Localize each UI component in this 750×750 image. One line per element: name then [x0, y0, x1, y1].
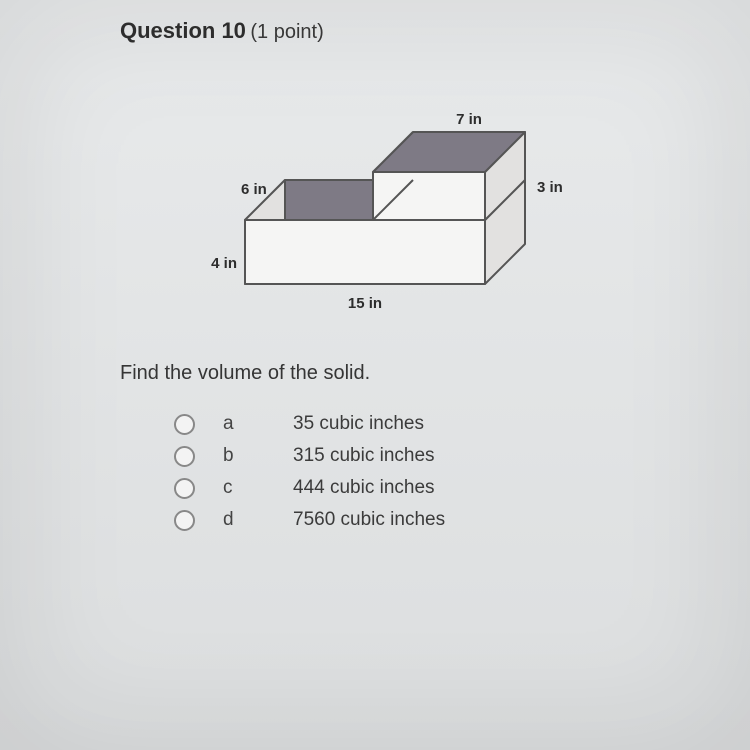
svg-text:6 in: 6 in	[241, 181, 267, 198]
option-text: 444 cubic inches	[293, 477, 435, 499]
svg-text:15 in: 15 in	[348, 295, 382, 312]
option-row[interactable]: a 35 cubic inches	[174, 413, 630, 435]
solid-figure: 7 in 3 in 6 in 4 in 15 in	[165, 54, 585, 344]
radio-icon[interactable]	[174, 510, 195, 531]
option-row[interactable]: b 315 cubic inches	[174, 445, 630, 467]
option-letter: d	[223, 509, 293, 531]
radio-icon[interactable]	[174, 414, 195, 435]
question-header: Question 10 (1 point)	[120, 18, 630, 44]
svg-text:4 in: 4 in	[211, 255, 237, 272]
svg-text:3 in: 3 in	[537, 179, 563, 196]
option-row[interactable]: d 7560 cubic inches	[174, 509, 630, 531]
radio-icon[interactable]	[174, 446, 195, 467]
question-prompt: Find the volume of the solid.	[120, 362, 630, 385]
option-text: 315 cubic inches	[293, 445, 435, 467]
question-points: (1 point)	[250, 21, 323, 43]
option-row[interactable]: c 444 cubic inches	[174, 477, 630, 499]
answer-options: a 35 cubic inches b 315 cubic inches c 4…	[174, 413, 630, 531]
radio-icon[interactable]	[174, 478, 195, 499]
question-page: Question 10 (1 point) 7 in 3 in 6 in 4 in 15…	[0, 0, 750, 750]
option-letter: c	[223, 477, 293, 499]
option-text: 35 cubic inches	[293, 413, 424, 435]
figure-container: 7 in 3 in 6 in 4 in 15 in	[120, 54, 630, 344]
option-text: 7560 cubic inches	[293, 509, 445, 531]
option-letter: a	[223, 413, 293, 435]
question-number: Question 10	[120, 18, 246, 43]
svg-text:7 in: 7 in	[456, 111, 482, 128]
option-letter: b	[223, 445, 293, 467]
